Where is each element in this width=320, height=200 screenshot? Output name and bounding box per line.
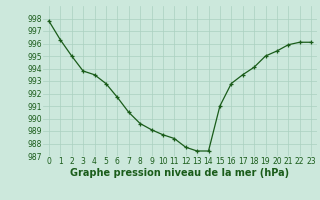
X-axis label: Graphe pression niveau de la mer (hPa): Graphe pression niveau de la mer (hPa) [70, 168, 290, 178]
